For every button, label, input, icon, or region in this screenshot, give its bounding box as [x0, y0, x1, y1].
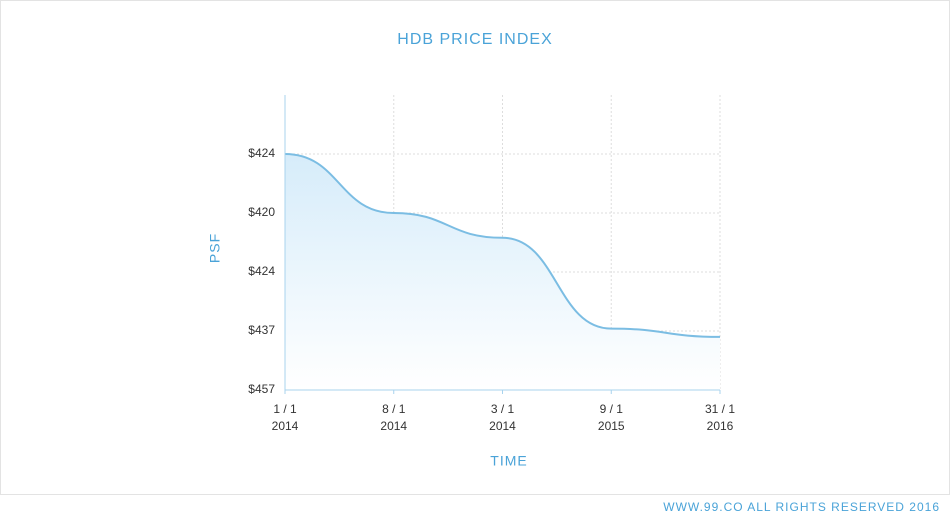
x-tick-year: 2016 — [707, 419, 734, 433]
x-tick-year: 2015 — [598, 419, 625, 433]
x-tick-year: 2014 — [380, 419, 407, 433]
x-tick-label: 1 / 1 — [273, 402, 297, 416]
y-tick-label: $420 — [248, 205, 275, 219]
y-axis-label: PSF — [207, 233, 223, 263]
x-tick-year: 2014 — [272, 419, 299, 433]
x-tick-label: 3 / 1 — [491, 402, 515, 416]
y-tick-label: $437 — [248, 323, 275, 337]
y-tick-label: $457 — [248, 382, 275, 396]
footer: WWW.99.CO ALL RIGHTS RESERVED 2016 — [663, 500, 940, 514]
x-tick-label: 31 / 1 — [705, 402, 735, 416]
chart-title: HDB PRICE INDEX — [397, 31, 552, 48]
y-tick-label: $424 — [248, 264, 275, 278]
x-tick-label: 9 / 1 — [600, 402, 624, 416]
line — [284, 153, 721, 338]
x-tick-label: 8 / 1 — [382, 402, 406, 416]
x-axis-label: TIME — [490, 453, 527, 469]
x-tick-year: 2014 — [489, 419, 516, 433]
y-tick-label: $424 — [248, 146, 275, 160]
